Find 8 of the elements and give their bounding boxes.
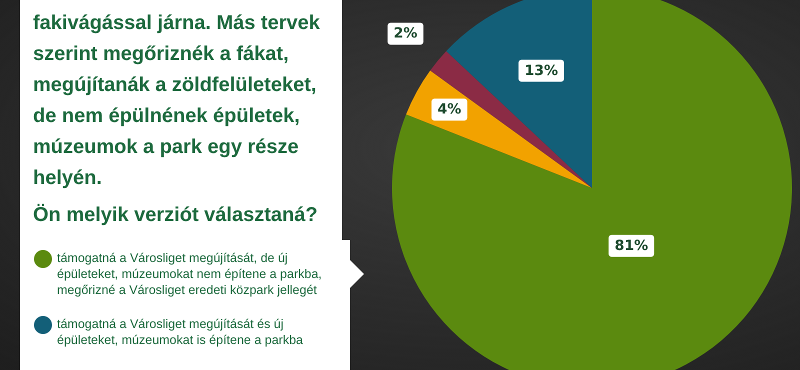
legend-label: támogatná a Városliget megújítását, de új épületeket, múzeumokat nem építene a parkba, megőrizné a Városliget eredeti közpark jellegét bbox=[57, 250, 323, 298]
legend-label: támogatná a Városliget megújítását és új épületeket, múzeumokat is építene a parkba bbox=[57, 316, 304, 348]
text: fakivágással járna. Más tervek szerint megőriznék a fákat, megújítanák a zöldfelületeket, de nem épülnének épületek, múzeumok a park egy része helyén. bbox=[33, 11, 321, 191]
data-label: 4% bbox=[438, 102, 462, 118]
data-label: 13% bbox=[524, 62, 558, 79]
text: Ön melyik verziót választaná? bbox=[33, 202, 319, 228]
data-label: 2% bbox=[394, 26, 418, 42]
data-label: 81% bbox=[614, 238, 648, 254]
